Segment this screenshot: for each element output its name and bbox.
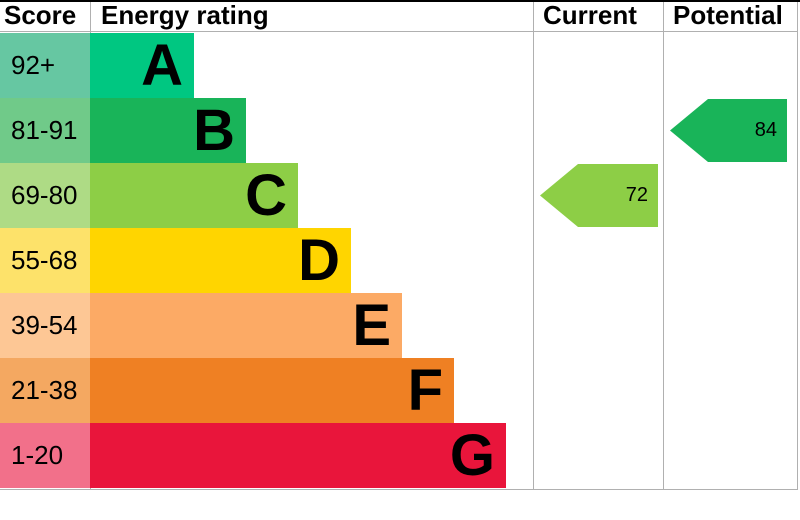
band-score-label: 21-38 [11,375,78,405]
rating-bar: C [90,163,298,228]
score-cell: 21-38 [0,358,90,423]
rating-bar: B [90,98,246,163]
band-score-label: 92+ [11,50,56,80]
divider-rating-column [533,0,534,490]
header-potential: Potential [673,0,783,30]
divider-header [0,31,798,32]
band-row-c: 69-80 C [0,163,533,228]
band-score-label: 81-91 [11,115,78,145]
current-rating-value: 72 [625,184,648,206]
band-score-label: 39-54 [11,310,78,340]
band-letter: C [245,162,287,228]
band-row-e: 39-54 E [0,293,533,358]
score-cell: 55-68 [0,228,90,293]
band-row-g: 1-20 G [0,423,533,488]
band-letter: A [141,32,183,98]
band-row-a: 92+ A [0,33,533,98]
score-cell: 69-80 [0,163,90,228]
rating-bar: E [90,293,402,358]
band-score-label: 55-68 [11,245,78,275]
band-letter: G [449,422,495,488]
divider-current-column [663,0,664,490]
current-rating-arrow: 72 [540,164,658,227]
score-cell: 92+ [0,33,90,98]
rating-bar: F [90,358,454,423]
band-letter: E [352,292,391,358]
score-cell: 39-54 [0,293,90,358]
band-row-f: 21-38 F [0,358,533,423]
divider-top [0,0,800,2]
rating-bar: G [90,423,506,488]
band-score-label: 1-20 [11,440,64,470]
band-row-b: 81-91 B [0,98,533,163]
score-cell: 81-91 [0,98,90,163]
header-score: Score [4,0,77,30]
potential-rating-value: 84 [754,119,777,141]
band-letter: D [298,227,340,293]
band-score-label: 69-80 [11,180,78,210]
divider-bottom [0,489,798,490]
header-current: Current [543,0,637,30]
rating-bands: 92+ A 81-91 B 69-80 C 55-68 D 39-54 E 21-38 F 1-20 G [0,33,533,488]
divider-right-edge [797,0,798,490]
score-cell: 1-20 [0,423,90,488]
rating-bar: A [90,33,194,98]
header-energy-rating: Energy rating [101,0,269,30]
band-letter: F [407,357,443,423]
band-letter: B [193,97,235,163]
potential-rating-arrow: 84 [670,99,787,162]
band-row-d: 55-68 D [0,228,533,293]
rating-bar: D [90,228,351,293]
